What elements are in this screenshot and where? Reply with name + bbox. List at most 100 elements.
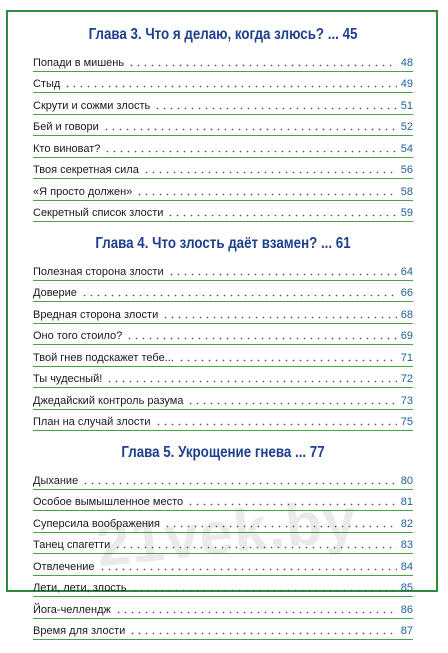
entry-title: Лети, лети, злость xyxy=(33,582,127,594)
entry-title: Время для злости xyxy=(33,625,126,637)
entry-page: 52 xyxy=(400,121,413,133)
toc-entry: Доверие 66 xyxy=(33,281,413,302)
chapter-heading: Глава 4. Что злость даёт взамен? ... 61 xyxy=(95,235,351,252)
entry-page: 48 xyxy=(400,56,413,69)
entry-page: 51 xyxy=(400,99,413,112)
entry-page: 69 xyxy=(400,330,413,342)
entry-page: 73 xyxy=(400,394,413,407)
entry-title: Отвлечение xyxy=(33,560,95,573)
toc-entry: Суперсила воображения 82 xyxy=(33,511,413,533)
entry-page: 59 xyxy=(400,207,413,219)
entry-page: 58 xyxy=(400,185,413,198)
entry-title: Твой гнев подскажет тебе... xyxy=(33,351,174,364)
dot-leader xyxy=(177,358,397,362)
entry-title: Танец спагетти xyxy=(33,539,111,551)
entry-page: 87 xyxy=(400,625,413,637)
entry-list: Полезная сторона злости 64 Доверие 66 Вред… xyxy=(33,259,413,431)
entry-title: Особое вымышленное место xyxy=(33,496,184,508)
dot-leader xyxy=(142,171,397,174)
toc-entry: Попади в мишень 48 xyxy=(33,50,413,72)
dot-leader xyxy=(64,85,397,88)
toc-entry: Твоя секретная сила 56 xyxy=(33,158,413,179)
toc-entry: Кто виноват? 54 xyxy=(33,136,413,158)
dot-leader xyxy=(136,192,397,196)
toc-entry: Скрути и сожми злость 51 xyxy=(33,93,413,115)
entry-page: 81 xyxy=(400,496,413,508)
entry-title: Твоя секретная сила xyxy=(33,164,139,176)
toc-entry: План на случай злости 75 xyxy=(33,410,413,431)
toc-entry: Лети, лети, злость 85 xyxy=(33,576,413,597)
dot-leader xyxy=(114,546,397,549)
dot-leader xyxy=(126,337,397,340)
entry-title: «Я просто должен» xyxy=(33,185,133,198)
chapter-heading: Глава 3. Что я делаю, когда злюсь? ... 4… xyxy=(88,26,358,43)
entry-title: Джедайский контроль разума xyxy=(33,394,184,407)
entry-title: Дыхание xyxy=(33,474,79,487)
dot-leader xyxy=(80,294,397,297)
dot-leader xyxy=(104,149,397,153)
toc-entry: Полезная сторона злости 64 xyxy=(33,259,413,281)
entry-page: 82 xyxy=(400,517,413,530)
entry-page: 49 xyxy=(400,78,413,90)
dot-leader xyxy=(187,503,397,506)
dot-leader xyxy=(82,481,397,485)
entry-title: Вредная сторона злости xyxy=(33,308,159,321)
toc-entry: Особое вымышленное место 81 xyxy=(33,490,413,511)
chapter-heading: Глава 5. Укрощение гнева ... 77 xyxy=(121,444,325,461)
table-of-contents: Глава 3. Что я делаю, когда злюсь? ... 4… xyxy=(33,26,413,653)
dot-leader xyxy=(114,610,397,614)
entry-page: 75 xyxy=(400,416,413,428)
entry-title: Попади в мишень xyxy=(33,56,125,69)
entry-page: 72 xyxy=(400,373,413,385)
toc-entry: Бей и говори 52 xyxy=(33,115,413,136)
entry-title: Скрути и сожми злость xyxy=(33,99,151,112)
entry-title: Кто виноват? xyxy=(33,142,101,155)
chapter-section: Глава 5. Укрощение гнева ... 77 Дыхание 8… xyxy=(33,444,413,640)
entry-page: 54 xyxy=(400,142,413,155)
toc-entry: Время для злости 87 xyxy=(33,619,413,640)
entry-page: 80 xyxy=(400,474,413,487)
entry-title: Йога-челлендж xyxy=(33,603,111,616)
dot-leader xyxy=(167,214,397,217)
toc-entry: Вредная сторона злости 68 xyxy=(33,302,413,324)
dot-leader xyxy=(128,63,397,67)
dot-leader xyxy=(154,106,397,110)
entry-title: План на случай злости xyxy=(33,416,151,428)
entry-page: 83 xyxy=(400,539,413,551)
entry-page: 64 xyxy=(400,265,413,278)
dot-leader xyxy=(102,128,397,131)
entry-page: 56 xyxy=(400,164,413,176)
dot-leader xyxy=(98,567,397,571)
entry-title: Стыд xyxy=(33,78,61,90)
entry-page: 85 xyxy=(400,582,413,594)
toc-entry: Оно того стоило? 69 xyxy=(33,324,413,345)
entry-title: Ты чудесный! xyxy=(33,373,103,385)
dot-leader xyxy=(130,589,397,592)
toc-entry: Ты чудесный! 72 xyxy=(33,367,413,388)
entry-title: Полезная сторона злости xyxy=(33,265,164,278)
entry-title: Бей и говори xyxy=(33,121,99,133)
entry-list: Попади в мишень 48 Стыд 49 Скрути и сожми … xyxy=(33,50,413,222)
entry-page: 68 xyxy=(400,308,413,321)
toc-entry: Секретный список злости 59 xyxy=(33,201,413,222)
toc-entry: Йога-челлендж 86 xyxy=(33,597,413,619)
dot-leader xyxy=(164,524,397,528)
dot-leader xyxy=(187,401,397,405)
entry-title: Секретный список злости xyxy=(33,207,164,219)
entry-page: 86 xyxy=(400,603,413,616)
chapter-section: Глава 4. Что злость даёт взамен? ... 61 … xyxy=(33,235,413,431)
entry-page: 84 xyxy=(400,560,413,573)
toc-entry: Стыд 49 xyxy=(33,72,413,93)
dot-leader xyxy=(162,315,397,319)
dot-leader xyxy=(106,380,397,383)
entry-title: Суперсила воображения xyxy=(33,517,161,530)
dot-leader xyxy=(167,272,397,276)
toc-entry: Отвлечение 84 xyxy=(33,554,413,576)
chapter-section: Глава 3. Что я делаю, когда злюсь? ... 4… xyxy=(33,26,413,222)
entry-title: Оно того стоило? xyxy=(33,330,123,342)
toc-entry: «Я просто должен» 58 xyxy=(33,179,413,201)
dot-leader xyxy=(154,423,397,426)
toc-entry: Твой гнев подскажет тебе... 71 xyxy=(33,345,413,367)
entry-title: Доверие xyxy=(33,287,77,299)
entry-page: 71 xyxy=(400,351,413,364)
